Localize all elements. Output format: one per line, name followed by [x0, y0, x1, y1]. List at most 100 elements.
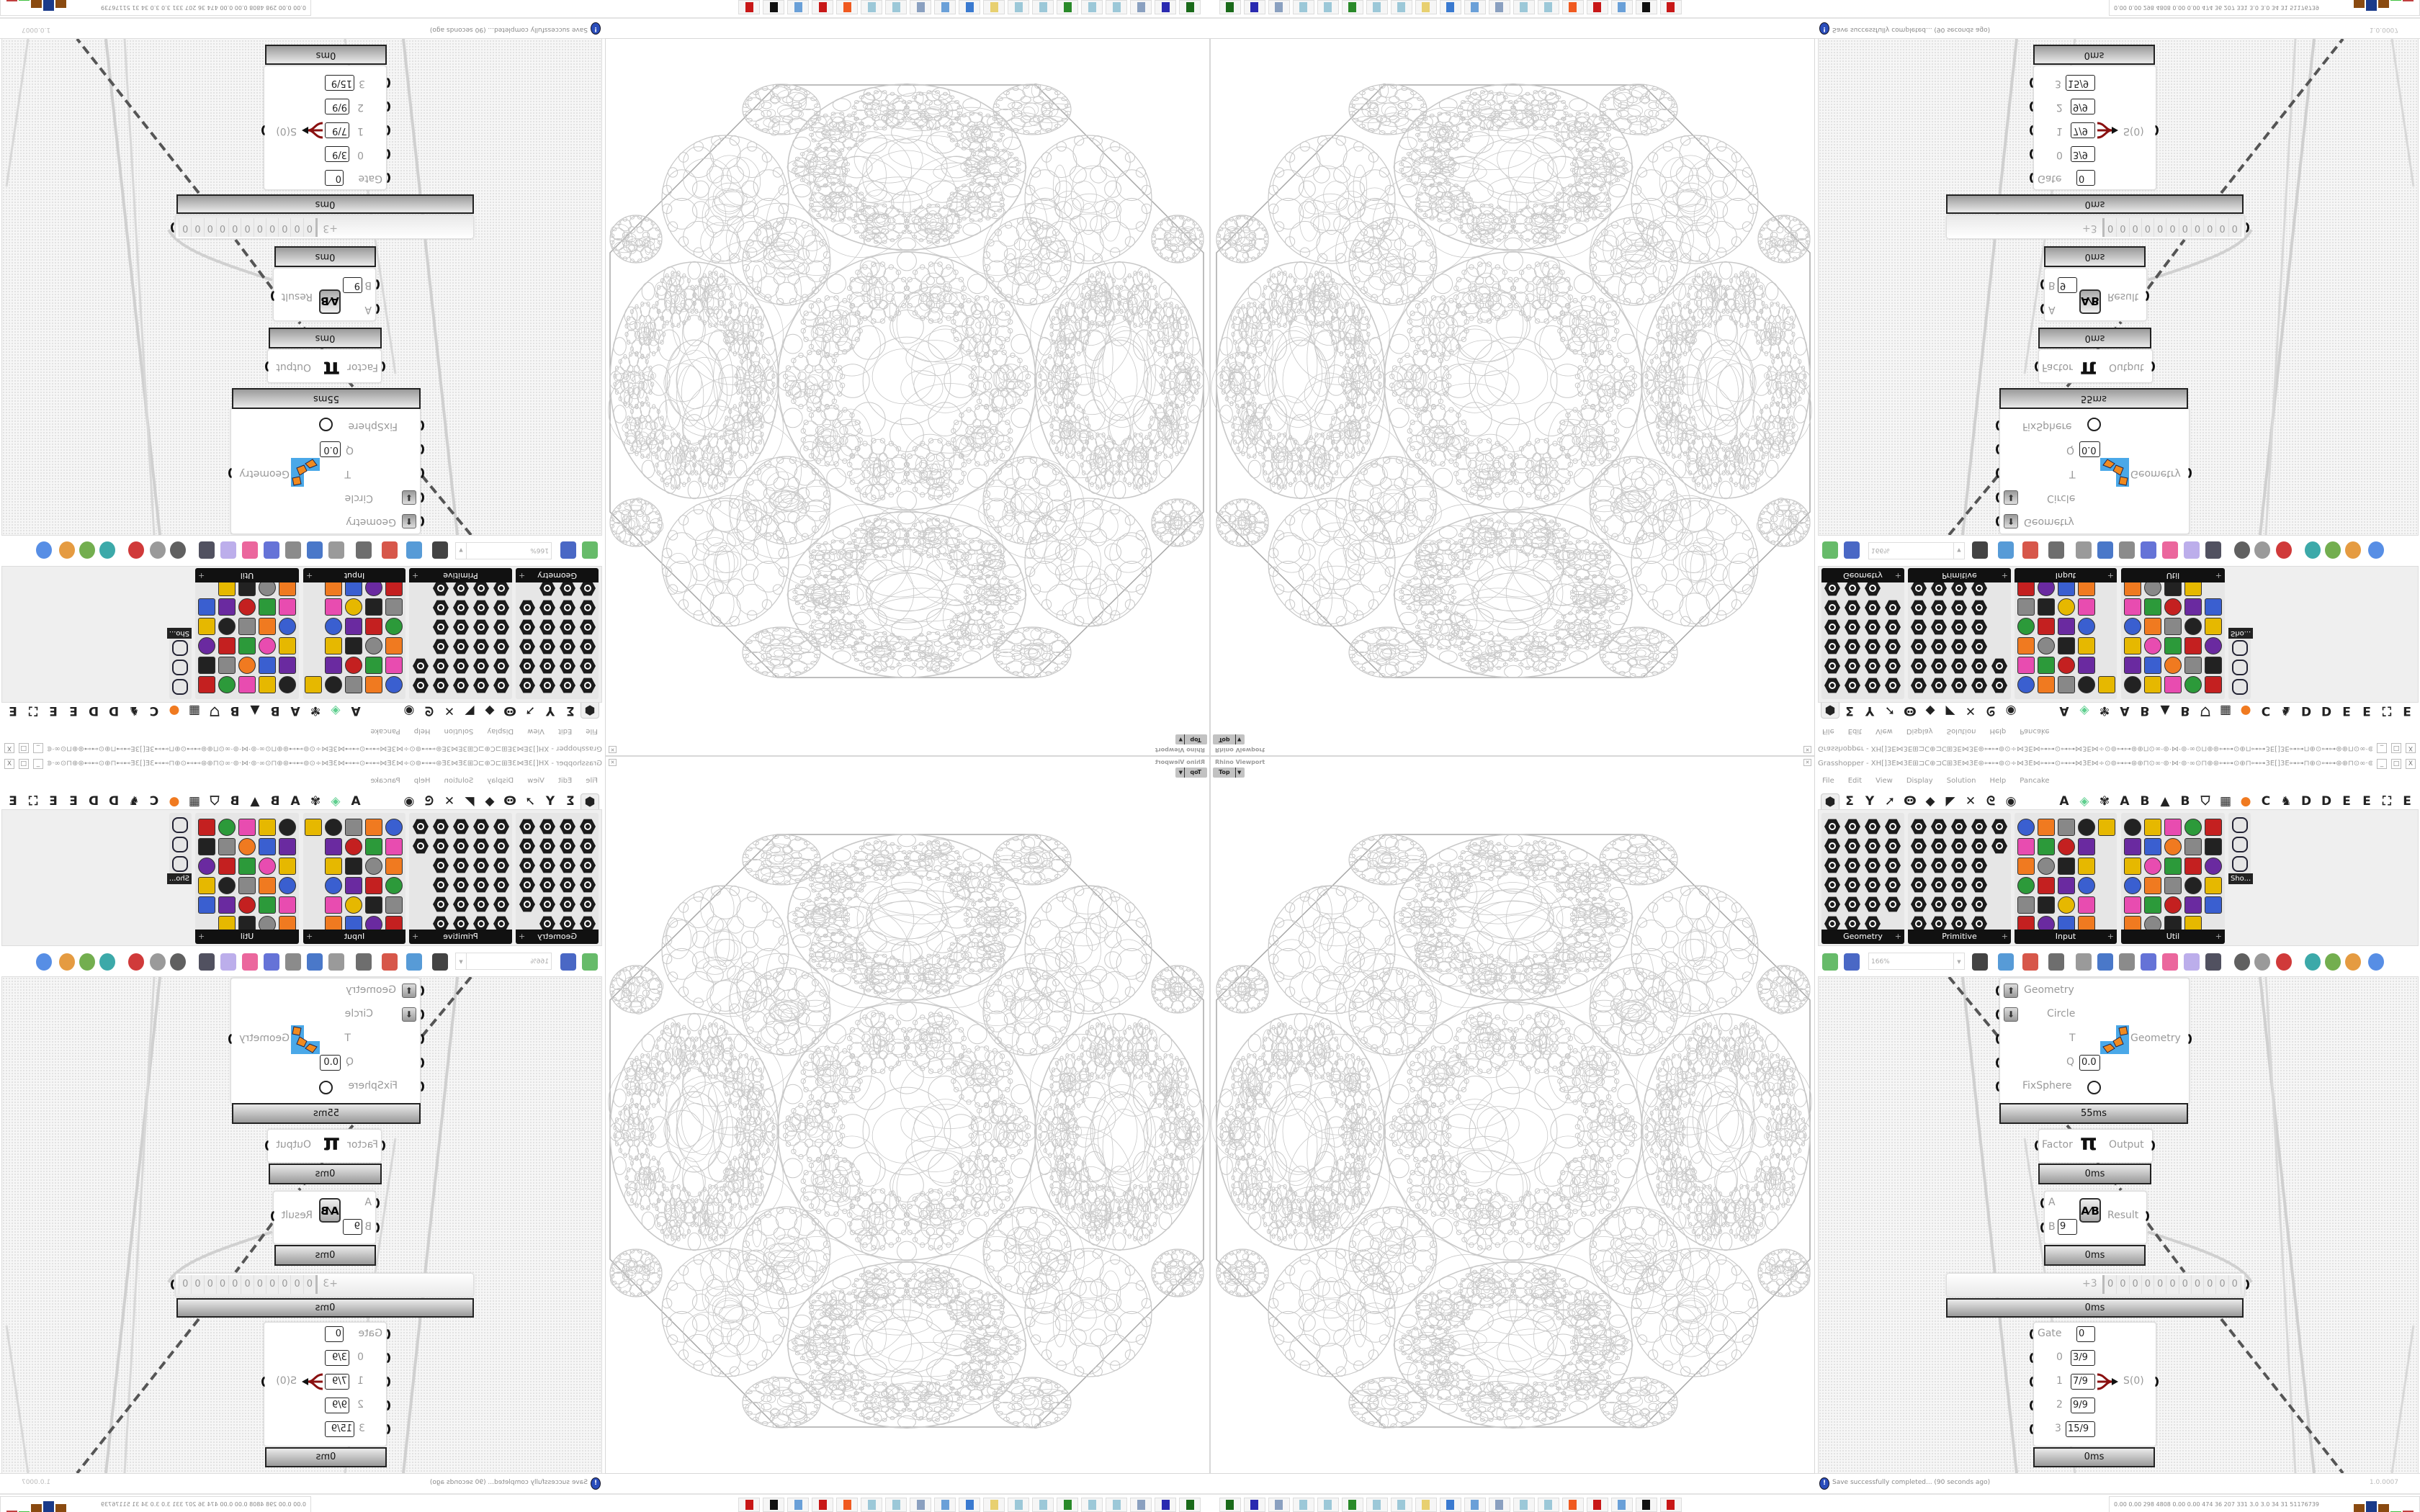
component-icon[interactable]	[2058, 877, 2075, 894]
tab-letter-tab-icon[interactable]: B	[2140, 794, 2150, 809]
digit-cell[interactable]: 0	[2142, 1275, 2155, 1294]
digit-cell[interactable]: 0	[2179, 1275, 2192, 1294]
save-file-icon[interactable]	[1844, 953, 1860, 971]
tab-plugin-tab-icon[interactable]: ✾	[2099, 794, 2110, 809]
taskbar-app-button[interactable]	[1317, 1498, 1339, 1512]
component-icon[interactable]	[2078, 858, 2095, 875]
component-icon[interactable]	[1911, 877, 1927, 893]
menu-view[interactable]: View	[1876, 777, 1893, 785]
maximize-button[interactable]: □	[2391, 759, 2401, 769]
tab-display-tab-icon[interactable]: ◉	[2005, 794, 2017, 809]
expand-icon[interactable]: +	[1894, 932, 1901, 941]
digit-cell[interactable]: 0	[2216, 1275, 2229, 1294]
component-icon[interactable]	[2058, 838, 2075, 855]
tab-letter-tab-icon[interactable]: D	[2321, 794, 2332, 809]
component-icon[interactable]	[2144, 896, 2161, 914]
tab-transform-tab-icon[interactable]: ᘓ	[1986, 794, 1995, 809]
sketch-icon[interactable]	[2022, 953, 2038, 971]
component-icon[interactable]	[1845, 877, 1860, 893]
component-icon[interactable]	[2017, 877, 2035, 894]
input-value[interactable]: 3/9	[2071, 1350, 2095, 1366]
component-icon[interactable]	[2038, 819, 2055, 836]
taskbar-app-button[interactable]	[1562, 1498, 1584, 1512]
digit-cell[interactable]: 0	[2105, 1275, 2118, 1294]
component-icon[interactable]	[2038, 896, 2055, 914]
component-icon[interactable]	[2124, 877, 2141, 894]
component-icon[interactable]	[2144, 877, 2161, 894]
red-shape-icon[interactable]	[2276, 953, 2292, 971]
wireframe-icon[interactable]	[2254, 953, 2270, 971]
tab-bird-tab-icon[interactable]: ♞	[2280, 794, 2292, 809]
component-icon[interactable]	[2164, 838, 2182, 855]
digit-cell[interactable]: 0	[2130, 1275, 2142, 1294]
component-icon[interactable]	[1931, 877, 1947, 893]
wire-cross-icon[interactable]	[2205, 953, 2221, 971]
component-icon[interactable]	[2164, 858, 2182, 875]
component-icon[interactable]	[2144, 819, 2161, 836]
component-icon[interactable]	[2078, 896, 2095, 914]
search-icon[interactable]	[2141, 953, 2156, 971]
component-icon[interactable]	[2144, 838, 2161, 855]
bake-icon[interactable]	[2048, 953, 2064, 971]
component-icon[interactable]	[2038, 858, 2055, 875]
taskbar-app-button[interactable]	[1538, 1498, 1559, 1512]
package-icon[interactable]	[2162, 953, 2178, 971]
tab-surface-tab-icon[interactable]: ◆	[1925, 794, 1935, 809]
taskbar-app-button[interactable]	[1611, 1498, 1633, 1512]
component-icon[interactable]	[1865, 819, 1881, 834]
component-icon[interactable]	[2164, 819, 2182, 836]
component-icon[interactable]	[2017, 896, 2035, 914]
component-icon[interactable]	[2184, 858, 2202, 875]
tab-params-tab-icon[interactable]: ⬢	[1821, 793, 1839, 810]
component-icon[interactable]	[2038, 877, 2055, 894]
component-icon[interactable]	[2058, 819, 2075, 836]
component-icon[interactable]	[1951, 838, 1967, 854]
component-icon[interactable]	[1931, 819, 1947, 834]
component-icon[interactable]	[2184, 877, 2202, 894]
component-icon[interactable]	[2058, 858, 2075, 875]
component-icon[interactable]	[2017, 838, 2035, 855]
tab-sets-tab-icon[interactable]: Y	[1865, 794, 1875, 809]
view-dropdown[interactable]: Top ▼	[1213, 768, 1245, 778]
bulb-icon[interactable]	[2184, 953, 2200, 971]
blue-sphere-icon[interactable]	[2368, 953, 2384, 971]
render-icon[interactable]	[2119, 953, 2135, 971]
input-value[interactable]: 15/9	[2066, 1421, 2095, 1437]
taskbar-app-button[interactable]	[1391, 1498, 1412, 1512]
component-icon[interactable]	[1824, 858, 1840, 873]
menu-pancake[interactable]: Pancake	[2020, 777, 2050, 785]
component-icon[interactable]	[1885, 877, 1901, 893]
component-icon[interactable]	[2124, 896, 2141, 914]
component-icon[interactable]	[1865, 858, 1881, 873]
component-icon[interactable]	[1845, 838, 1860, 854]
component-icon[interactable]	[1911, 896, 1927, 912]
tab-letter-tab-icon[interactable]: D	[2300, 794, 2312, 809]
component-icon[interactable]	[2058, 896, 2075, 914]
taskbar-app-button[interactable]	[1244, 1498, 1265, 1512]
toggle-circle-icon[interactable]	[2087, 1081, 2101, 1094]
component-icon[interactable]	[2017, 858, 2035, 875]
taskbar-app-button[interactable]	[1342, 1498, 1363, 1512]
component-icon[interactable]	[1971, 819, 1987, 834]
component-icon[interactable]	[1845, 858, 1860, 873]
preview-eye-icon[interactable]	[1998, 953, 2014, 971]
taskbar-app-button[interactable]	[1268, 1498, 1290, 1512]
digit-cell[interactable]: 0	[2117, 1275, 2130, 1294]
tab-letter-tab-icon[interactable]: A	[2120, 794, 2130, 809]
expand-icon[interactable]: +	[2215, 932, 2222, 941]
component-icon[interactable]	[2078, 877, 2095, 894]
taskbar-app-button[interactable]	[1587, 1498, 1608, 1512]
tab-letter-tab-icon[interactable]: A	[2059, 794, 2069, 809]
close-button[interactable]: X	[2406, 759, 2416, 769]
chevron-down-icon[interactable]: ▼	[1953, 953, 1964, 969]
menu-solution[interactable]: Solution	[1946, 777, 1976, 785]
zoom-extents-icon[interactable]	[1972, 953, 1988, 971]
component-icon[interactable]	[2017, 819, 2035, 836]
component-icon[interactable]	[1845, 819, 1860, 834]
component-icon[interactable]	[1971, 858, 1987, 873]
taskbar-app-button[interactable]	[1440, 1498, 1461, 1512]
tab-letter-tab-icon[interactable]: E	[2403, 794, 2411, 809]
component-icon[interactable]	[2205, 896, 2222, 914]
tab-mesh-tab-icon[interactable]: ◤	[1945, 794, 1955, 809]
component-icon[interactable]	[2144, 858, 2161, 875]
